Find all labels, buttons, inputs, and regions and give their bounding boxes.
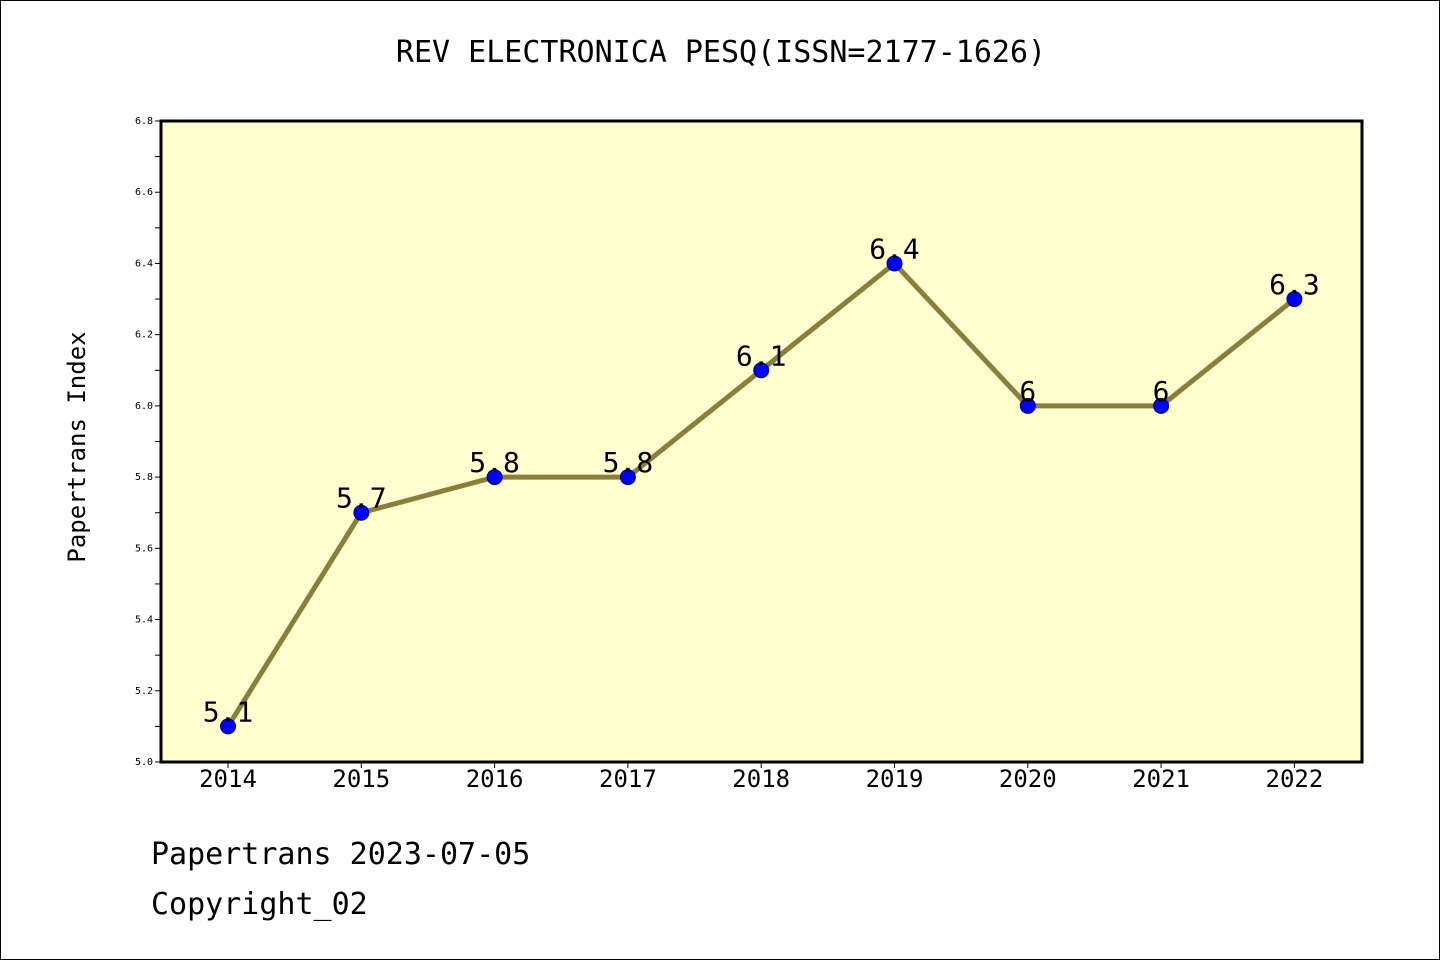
chart-title: REV ELECTRONICA PESQ(ISSN=2177-1626) bbox=[395, 35, 1047, 70]
y-tick-label: 5.2 bbox=[135, 686, 153, 697]
data-label: 6 bbox=[1019, 375, 1036, 408]
data-label: 5.7 bbox=[336, 482, 387, 515]
data-label: 5.8 bbox=[469, 446, 520, 479]
x-tick-label: 2020 bbox=[999, 765, 1057, 793]
y-tick-label: 6.4 bbox=[135, 258, 153, 269]
data-point bbox=[886, 255, 903, 272]
plot-frame bbox=[159, 119, 1364, 764]
data-label: 6.1 bbox=[736, 339, 787, 372]
footer-date-text: Papertrans 2023-07-05 bbox=[151, 837, 531, 872]
y-tick-label: 6.8 bbox=[135, 116, 153, 127]
data-point bbox=[1286, 291, 1303, 308]
y-tick-label: 6.2 bbox=[135, 330, 153, 341]
data-label: 6 bbox=[1153, 375, 1170, 408]
data-point bbox=[753, 362, 770, 379]
y-tick-label: 5.8 bbox=[135, 472, 153, 483]
x-tick-label: 2022 bbox=[1266, 765, 1324, 793]
data-label: 6.3 bbox=[1269, 268, 1320, 301]
y-tick-label: 6.6 bbox=[135, 187, 153, 198]
data-point bbox=[1153, 397, 1170, 414]
data-point bbox=[220, 718, 236, 735]
x-tick-label: 2015 bbox=[332, 765, 390, 793]
data-point bbox=[1019, 397, 1036, 414]
x-tick-label: 2017 bbox=[599, 765, 657, 793]
footer-copyright-text: Copyright_02 bbox=[151, 887, 368, 922]
x-tick-label: 2019 bbox=[866, 765, 924, 793]
data-label: 6.4 bbox=[869, 232, 920, 265]
y-tick-label: 5.6 bbox=[135, 543, 153, 554]
y-tick-label: 5.0 bbox=[135, 757, 153, 768]
data-label: 5.1 bbox=[203, 695, 254, 728]
data-point bbox=[619, 469, 636, 486]
plot-area bbox=[161, 121, 1362, 762]
x-tick-label: 2021 bbox=[1132, 765, 1190, 793]
data-point bbox=[486, 469, 503, 486]
y-tick-label: 5.4 bbox=[135, 615, 153, 626]
x-tick-label: 2018 bbox=[732, 765, 790, 793]
data-point bbox=[353, 504, 370, 521]
x-tick-label: 2014 bbox=[199, 765, 257, 793]
x-tick-label: 2016 bbox=[466, 765, 524, 793]
y-axis-label: Papertrans Index bbox=[63, 331, 91, 563]
data-label: 5.8 bbox=[603, 446, 654, 479]
y-tick-label: 6.0 bbox=[135, 401, 153, 412]
